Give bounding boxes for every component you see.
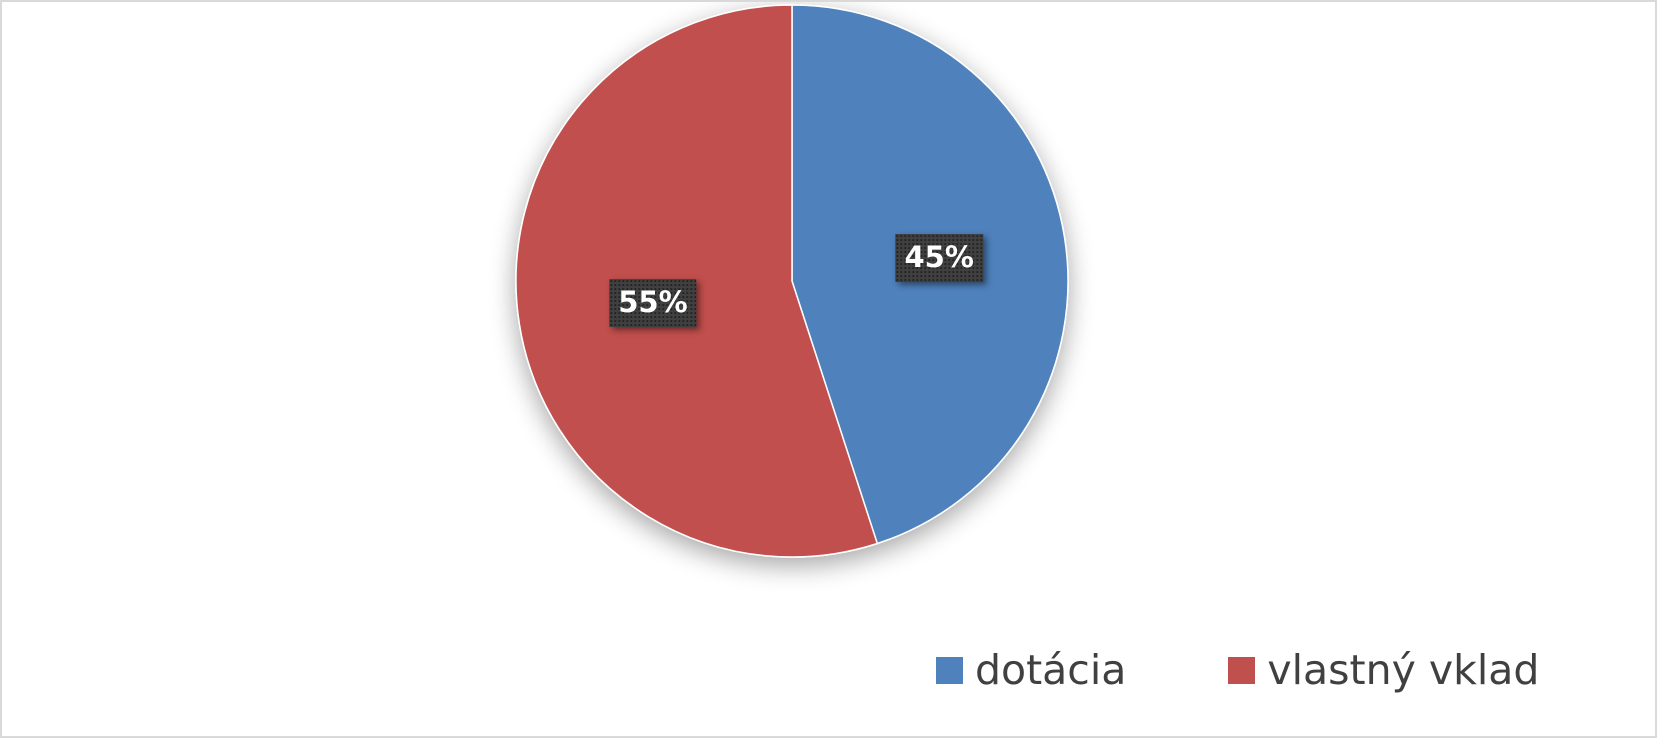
data-label-1: 55% <box>609 279 697 327</box>
legend-label-1: vlastný vklad <box>1267 646 1540 694</box>
data-label-0: 45% <box>895 233 983 282</box>
legend-swatch-0 <box>936 657 963 684</box>
legend: dotácia vlastný vklad <box>936 650 1539 691</box>
legend-label-0: dotácia <box>975 646 1127 694</box>
legend-swatch-1 <box>1228 657 1256 684</box>
legend-item-0: dotácia <box>936 650 1126 691</box>
legend-item-1: vlastný vklad <box>1228 650 1539 691</box>
